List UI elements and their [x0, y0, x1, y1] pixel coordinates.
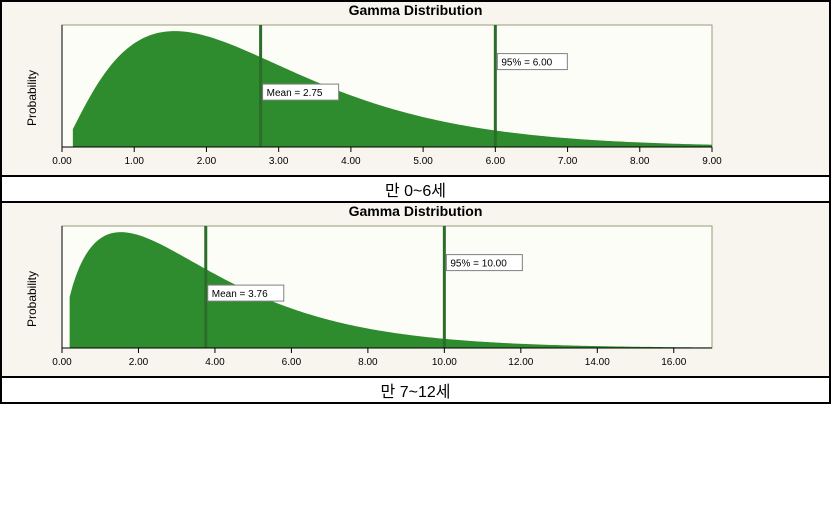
charts-table: Gamma Distribution Probability Mean = 2.…: [0, 0, 831, 404]
svg-text:3.00: 3.00: [269, 156, 289, 167]
marker-label: Mean = 3.76: [212, 289, 268, 300]
svg-text:14.00: 14.00: [585, 357, 610, 368]
svg-text:0.00: 0.00: [52, 357, 72, 368]
marker-label: 95% = 10.00: [450, 259, 507, 270]
svg-text:6.00: 6.00: [486, 156, 506, 167]
y-axis-label: Probability: [25, 270, 39, 326]
svg-text:7.00: 7.00: [558, 156, 578, 167]
gamma-chart-1: Mean = 3.76 95% = 10.00 0.00 2.00 4.00 6.00 8…: [2, 221, 722, 376]
svg-text:16.00: 16.00: [661, 357, 686, 368]
gamma-chart-0: Mean = 2.75 95% = 6.00 0.00 1.00 2.00 3.00 4.…: [2, 20, 722, 175]
svg-text:8.00: 8.00: [630, 156, 650, 167]
chart-caption: 만 7~12세: [1, 377, 830, 403]
svg-text:2.00: 2.00: [129, 357, 149, 368]
marker-label: Mean = 2.75: [267, 88, 323, 99]
svg-text:8.00: 8.00: [358, 357, 378, 368]
svg-text:1.00: 1.00: [124, 156, 144, 167]
chart-title: Gamma Distribution: [2, 2, 829, 18]
chart-title: Gamma Distribution: [2, 203, 829, 219]
svg-text:2.00: 2.00: [197, 156, 217, 167]
svg-text:12.00: 12.00: [508, 357, 533, 368]
svg-text:5.00: 5.00: [413, 156, 433, 167]
marker-label: 95% = 6.00: [501, 58, 552, 69]
svg-text:4.00: 4.00: [341, 156, 361, 167]
svg-text:9.00: 9.00: [702, 156, 722, 167]
svg-text:10.00: 10.00: [432, 357, 457, 368]
y-axis-label: Probability: [25, 69, 39, 125]
svg-text:4.00: 4.00: [205, 357, 225, 368]
svg-text:0.00: 0.00: [52, 156, 72, 167]
chart-caption: 만 0~6세: [1, 176, 830, 202]
svg-text:6.00: 6.00: [282, 357, 302, 368]
